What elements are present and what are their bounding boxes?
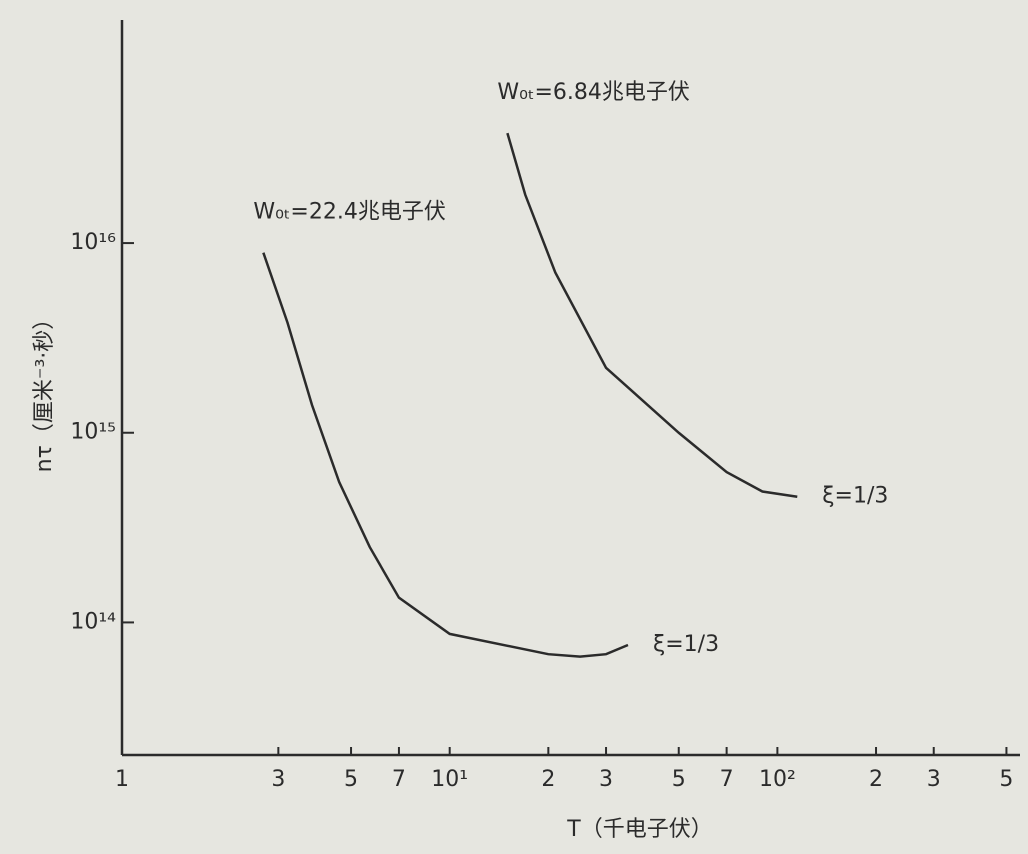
y-tick-label: 10¹⁶ xyxy=(70,230,116,255)
x-tick-label: 1 xyxy=(115,767,129,792)
x-tick-label: 5 xyxy=(672,767,686,792)
y-tick-label: 10¹⁵ xyxy=(70,420,116,445)
x-tick-label: 2 xyxy=(869,767,883,792)
x-tick-label: 3 xyxy=(271,767,285,792)
x-tick-label: 10² xyxy=(759,767,796,792)
y-axis-label: nτ（厘米⁻³·秒） xyxy=(32,308,57,473)
x-tick-label: 7 xyxy=(392,767,406,792)
series-annotation: ξ=1/3 xyxy=(822,484,888,509)
series-label: W₀ₜ=22.4兆电子伏 xyxy=(253,200,445,225)
x-tick-label: 5 xyxy=(344,767,358,792)
chart: T（千电子伏） nτ（厘米⁻³·秒） 1 3 5 7 10¹ 2 3 5 7 10² 2 3 5 10¹⁴… xyxy=(0,0,1028,854)
x-tick-label: 3 xyxy=(927,767,941,792)
x-tick-label: 10¹ xyxy=(431,767,468,792)
x-tick-label: 5 xyxy=(999,767,1013,792)
series-annotation: ξ=1/3 xyxy=(653,632,719,657)
y-tick-label: 10¹⁴ xyxy=(70,609,116,634)
x-tick-label: 2 xyxy=(541,767,555,792)
x-tick-label: 3 xyxy=(599,767,613,792)
x-tick-label: 7 xyxy=(720,767,734,792)
x-axis-label: T（千电子伏） xyxy=(566,817,712,842)
series-label: W₀ₜ=6.84兆电子伏 xyxy=(497,80,689,105)
background xyxy=(0,0,1028,854)
